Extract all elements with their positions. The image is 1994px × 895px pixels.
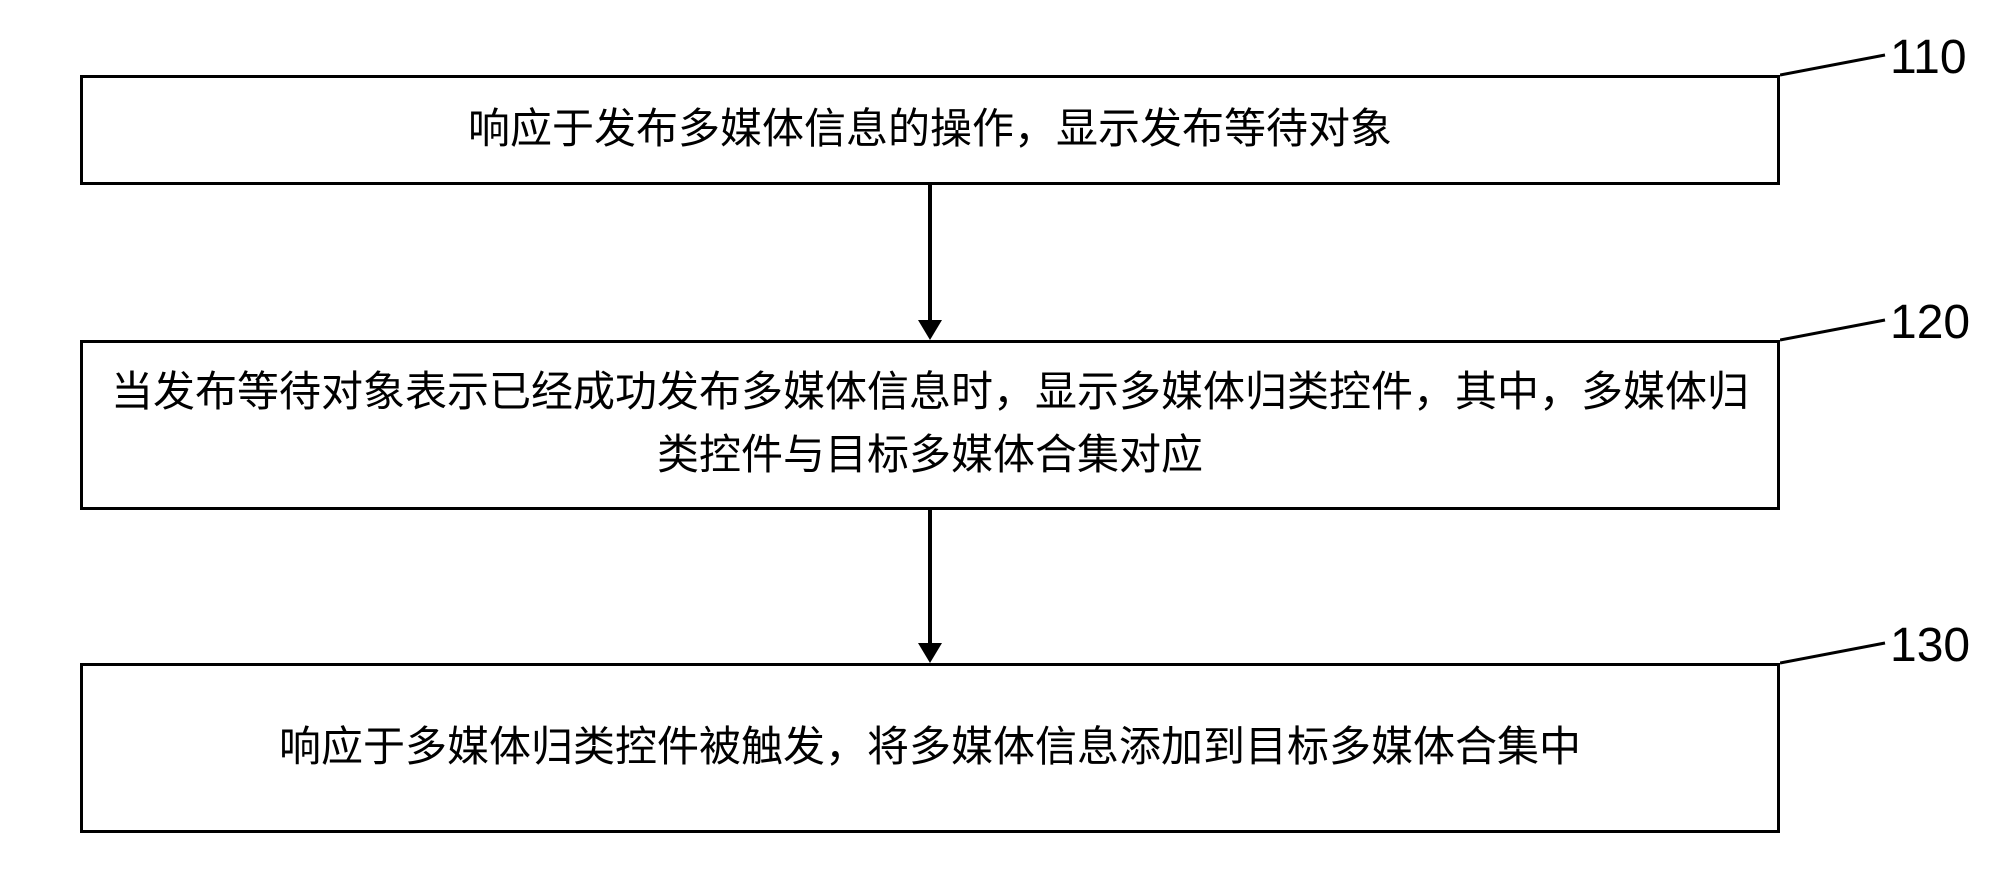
- arrow-110-to-120: [928, 185, 932, 321]
- arrow-120-to-130: [928, 510, 932, 644]
- flow-step-130-text: 响应于多媒体归类控件被触发，将多媒体信息添加到目标多媒体合集中: [279, 717, 1581, 780]
- arrowhead-110-to-120: [918, 320, 942, 340]
- step-label-120: 120: [1890, 295, 1970, 350]
- leader-line-110: [1780, 45, 1895, 85]
- flow-step-110-text: 响应于发布多媒体信息的操作，显示发布等待对象: [468, 99, 1392, 162]
- arrowhead-120-to-130: [918, 643, 942, 663]
- flow-step-120-text: 当发布等待对象表示已经成功发布多媒体信息时，显示多媒体归类控件，其中，多媒体归类…: [103, 362, 1757, 488]
- step-label-130: 130: [1890, 618, 1970, 673]
- flow-step-130: 响应于多媒体归类控件被触发，将多媒体信息添加到目标多媒体合集中: [80, 663, 1780, 833]
- flow-step-110: 响应于发布多媒体信息的操作，显示发布等待对象: [80, 75, 1780, 185]
- step-label-110: 110: [1890, 30, 1967, 85]
- leader-line-120: [1780, 310, 1895, 350]
- flow-step-120: 当发布等待对象表示已经成功发布多媒体信息时，显示多媒体归类控件，其中，多媒体归类…: [80, 340, 1780, 510]
- leader-line-130: [1780, 633, 1895, 673]
